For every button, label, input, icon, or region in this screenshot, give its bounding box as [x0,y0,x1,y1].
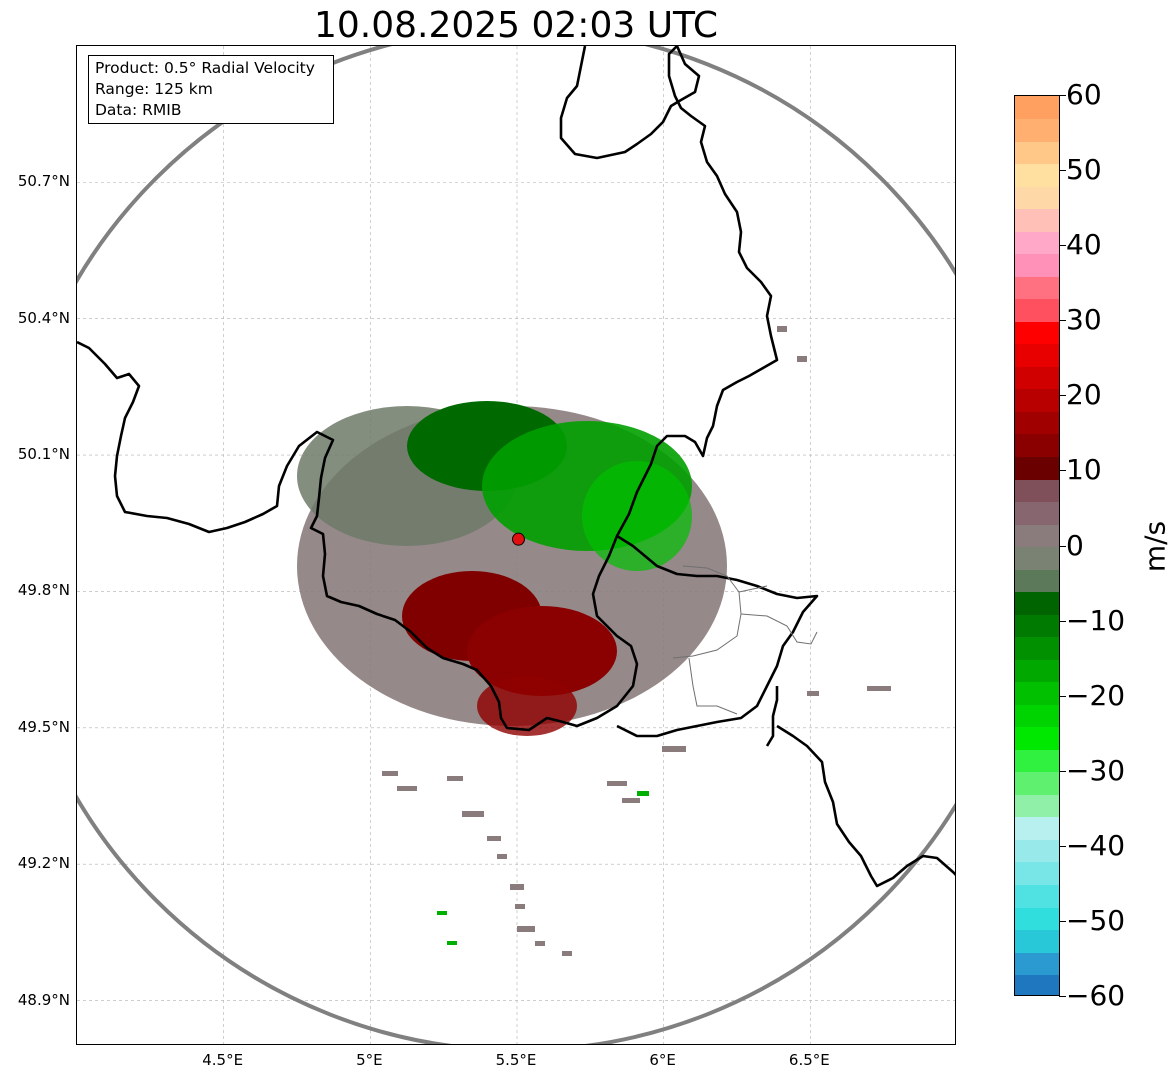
colorbar-segment [1015,231,1059,255]
info-product: Product: 0.5° Radial Velocity [95,59,315,77]
colorbar-segment [1015,343,1059,367]
colorbar-segment [1015,929,1059,953]
colorbar-segment [1015,569,1059,593]
colorbar-segment [1015,861,1059,885]
colorbar-segment [1015,163,1059,187]
colorbar-segment [1015,906,1059,931]
colorbar-tick-label: 40 [1066,228,1102,262]
colorbar-tick [1059,695,1066,697]
colorbar [1014,95,1060,996]
colorbar-tick-label: −30 [1066,753,1126,787]
colorbar-segment [1015,501,1059,525]
lon-tick-label: 5°E [356,1051,383,1069]
radar-site-marker[interactable] [511,532,525,546]
colorbar-segment [1015,523,1059,548]
colorbar-tick-label: 60 [1066,78,1102,111]
colorbar-tick [1059,545,1066,547]
lat-tick-label: 49.5°N [17,717,70,736]
lat-tick-label: 48.9°N [17,990,70,1009]
colorbar-tick [1059,845,1066,847]
info-range: Range: 125 km [95,80,213,98]
colorbar-tick-label: 30 [1066,303,1102,337]
colorbar-tick [1059,245,1066,247]
colorbar-segment [1015,186,1059,210]
colorbar-unit: m/s [1138,520,1171,573]
lon-tick-label: 4.5°E [202,1051,244,1069]
colorbar-segment [1015,636,1059,660]
colorbar-tick-label: 50 [1066,153,1102,187]
lat-tick-label: 49.2°N [17,854,70,873]
colorbar-segment [1015,253,1059,277]
colorbar-tick-label: −20 [1066,678,1126,712]
colorbar-segment [1015,478,1059,503]
colorbar-segment [1015,704,1059,728]
colorbar-segment [1015,839,1059,863]
colorbar-segment [1015,974,1059,995]
colorbar-segment [1015,276,1059,300]
colorbar-segment [1015,884,1059,908]
lon-tick-label: 6.5°E [788,1051,830,1069]
colorbar-segment [1015,96,1059,120]
colorbar-segment [1015,118,1059,142]
colorbar-segment [1015,456,1059,480]
colorbar-segment [1015,614,1059,638]
colorbar-tick-label: −40 [1066,828,1126,862]
colorbar-tick-label: 0 [1066,528,1084,562]
colorbar-segment [1015,208,1059,232]
colorbar-segment [1015,433,1059,457]
info-box: Product: 0.5° Radial Velocity Range: 125… [88,55,334,124]
colorbar-tick-label: −60 [1066,979,1126,1012]
colorbar-segment [1015,321,1059,345]
lon-tick-label: 5.5°E [495,1051,537,1069]
colorbar-tick-label: 20 [1066,378,1102,412]
colorbar-tick-label: −50 [1066,903,1126,937]
colorbar-segment [1015,411,1059,435]
colorbar-segment [1015,546,1059,570]
info-data: Data: RMIB [95,101,182,119]
radar-map[interactable] [76,45,956,1045]
colorbar-segment [1015,794,1059,818]
colorbar-tick [1059,920,1066,922]
map-title: 10.08.2025 02:03 UTC [313,5,719,46]
lat-tick-label: 50.7°N [17,172,70,191]
colorbar-segment [1015,388,1059,412]
colorbar-segment [1015,771,1059,795]
colorbar-segment [1015,951,1059,976]
colorbar-segment [1015,749,1059,773]
colorbar-tick [1059,170,1066,172]
colorbar-tick [1059,320,1066,322]
colorbar-segment [1015,659,1059,683]
regional-borders [672,565,818,715]
colorbar-tick [1059,620,1066,622]
colorbar-tick-label: −10 [1066,603,1126,637]
colorbar-tick [1059,770,1066,772]
radar-map-canvas [77,46,955,1044]
colorbar-segment [1015,366,1059,390]
colorbar-segment [1015,726,1059,750]
colorbar-tick [1059,95,1066,96]
lat-tick-label: 50.1°N [17,445,70,464]
colorbar-segment [1015,681,1059,705]
colorbar-tick [1059,996,1066,997]
velocity-echoes [297,326,891,956]
colorbar-tick-label: 10 [1066,453,1102,487]
lat-tick-label: 49.8°N [17,581,70,600]
colorbar-tick [1059,395,1066,397]
colorbar-segment [1015,816,1059,840]
colorbar-segment [1015,141,1059,165]
country-borders [77,46,955,888]
lon-tick-label: 6°E [649,1051,676,1069]
lat-tick-label: 50.4°N [17,308,70,327]
colorbar-segment [1015,298,1059,322]
colorbar-tick [1059,470,1066,472]
colorbar-segment [1015,591,1059,615]
